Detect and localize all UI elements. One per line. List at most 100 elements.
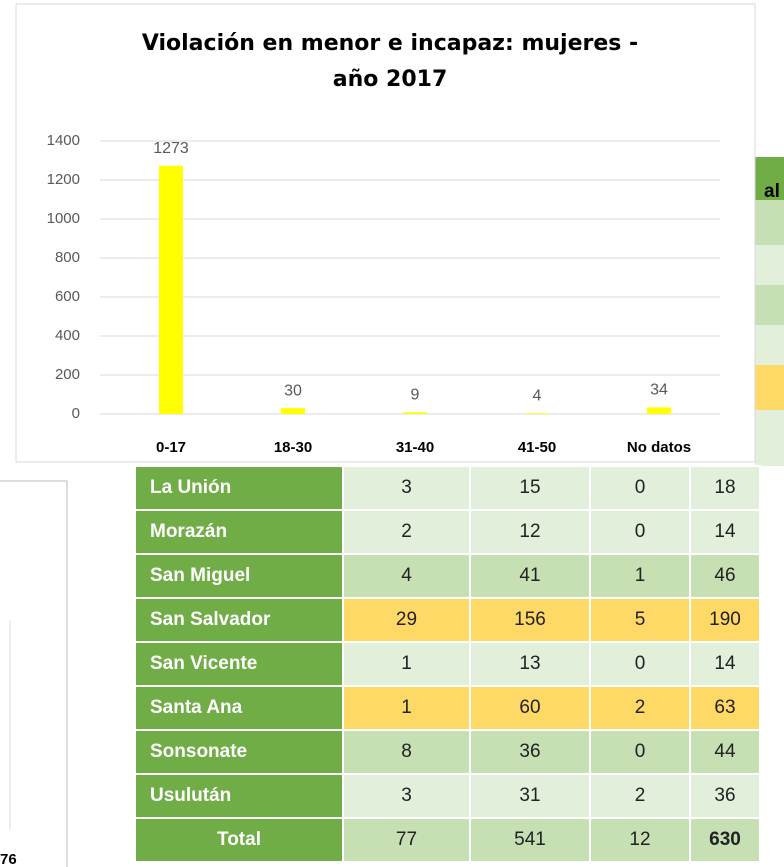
row-label: Santa Ana: [150, 697, 243, 718]
cell-value: 77: [396, 829, 417, 850]
table-cell: [469, 465, 591, 511]
table-cell: [469, 597, 591, 643]
row-strip: [755, 410, 784, 466]
cell-value: 5: [635, 609, 646, 630]
cell-value: 15: [519, 477, 540, 498]
cell-value: 12: [629, 829, 650, 850]
y-tick-label: 800: [55, 249, 80, 266]
cell-value: 630: [709, 829, 741, 850]
row-strip: [755, 245, 784, 285]
table-cell: [134, 773, 344, 819]
table-cell: [689, 465, 761, 511]
bar: [159, 165, 183, 414]
y-tick-label: 200: [55, 366, 80, 383]
cell-value: 0: [635, 477, 646, 498]
table-cell: [589, 685, 691, 731]
cell-value: 12: [519, 521, 540, 542]
cell-value: 2: [635, 785, 646, 806]
table-cell: [134, 685, 344, 731]
bar: [525, 413, 549, 414]
chart-area: [15, 3, 756, 463]
row-label: Sonsonate: [150, 741, 247, 762]
table-cell: [689, 509, 761, 555]
cell-value: 0: [635, 653, 646, 674]
table-cell: [342, 465, 471, 511]
cell-value: 3: [401, 785, 412, 806]
data-label: 1273: [153, 140, 189, 157]
table-cell: [469, 641, 591, 687]
cell-value: 31: [519, 785, 540, 806]
cell-value: 3: [401, 477, 412, 498]
row-label: Morazán: [150, 521, 227, 542]
table-cell: [469, 729, 591, 775]
bar: [281, 408, 305, 414]
y-tick-label: 400: [55, 327, 80, 344]
row-strip: [755, 285, 784, 325]
page-fragment: 76: [0, 851, 17, 867]
cell-value: 46: [714, 565, 735, 586]
cell-value: 14: [714, 653, 736, 674]
y-tick-label: 1400: [47, 132, 80, 149]
table-cell: [469, 817, 591, 863]
table-cell: [589, 817, 691, 863]
cell-value: 8: [401, 741, 412, 762]
table-cell: [689, 641, 761, 687]
table-cell: [134, 817, 344, 863]
table-cell: [589, 641, 691, 687]
x-tick-label: 31-40: [396, 439, 434, 456]
header-strip: [755, 157, 784, 200]
row-label: San Vicente: [150, 653, 257, 674]
table-cell: [134, 729, 344, 775]
cell-value: 1: [635, 565, 646, 586]
y-tick-label: 1200: [47, 171, 80, 188]
data-label: 34: [650, 382, 668, 399]
cell-value: 36: [714, 785, 735, 806]
cell-value: 2: [401, 521, 412, 542]
cell-value: 41: [519, 565, 540, 586]
bar: [403, 412, 427, 414]
x-tick-label: 41-50: [518, 439, 556, 456]
cell-value: 0: [635, 741, 646, 762]
table-cell: [689, 817, 761, 863]
table-cell: [342, 773, 471, 819]
row-label: San Salvador: [150, 609, 271, 630]
y-tick-label: 1000: [47, 210, 80, 227]
row-strip: [755, 200, 784, 245]
table-cell: [589, 773, 691, 819]
cell-value: 541: [514, 829, 546, 850]
y-tick-label: 600: [55, 288, 80, 305]
row-strip: [755, 325, 784, 365]
cell-value: 60: [519, 697, 540, 718]
cell-value: 1: [401, 697, 412, 718]
cell-value: 14: [714, 521, 736, 542]
x-tick-label: 0-17: [156, 439, 186, 456]
cell-value: 2: [635, 697, 646, 718]
row-label: Total: [217, 829, 261, 850]
data-label: 9: [411, 386, 420, 403]
cell-value: 156: [514, 609, 546, 630]
cell-value: 13: [519, 653, 540, 674]
table-cell: [469, 773, 591, 819]
y-tick-label: 0: [72, 405, 80, 422]
cell-value: 1: [401, 653, 412, 674]
table-cell: [589, 729, 691, 775]
data-label: 30: [284, 382, 302, 399]
row-label: San Miguel: [150, 565, 250, 586]
cell-value: 4: [401, 565, 412, 586]
cell-value: 36: [519, 741, 540, 762]
cell-value: 18: [714, 477, 735, 498]
table-cell: [689, 685, 761, 731]
table-cell: [342, 597, 471, 643]
x-tick-label: 18-30: [274, 439, 312, 456]
cell-value: 44: [714, 741, 736, 762]
row-label: Usulután: [150, 785, 231, 806]
cell-value: 190: [709, 609, 741, 630]
cell-value: 63: [714, 697, 735, 718]
header-fragment: al: [764, 181, 780, 202]
x-tick-label: No datos: [627, 439, 691, 456]
cell-value: 29: [396, 609, 417, 630]
row-label: La Unión: [150, 477, 231, 498]
